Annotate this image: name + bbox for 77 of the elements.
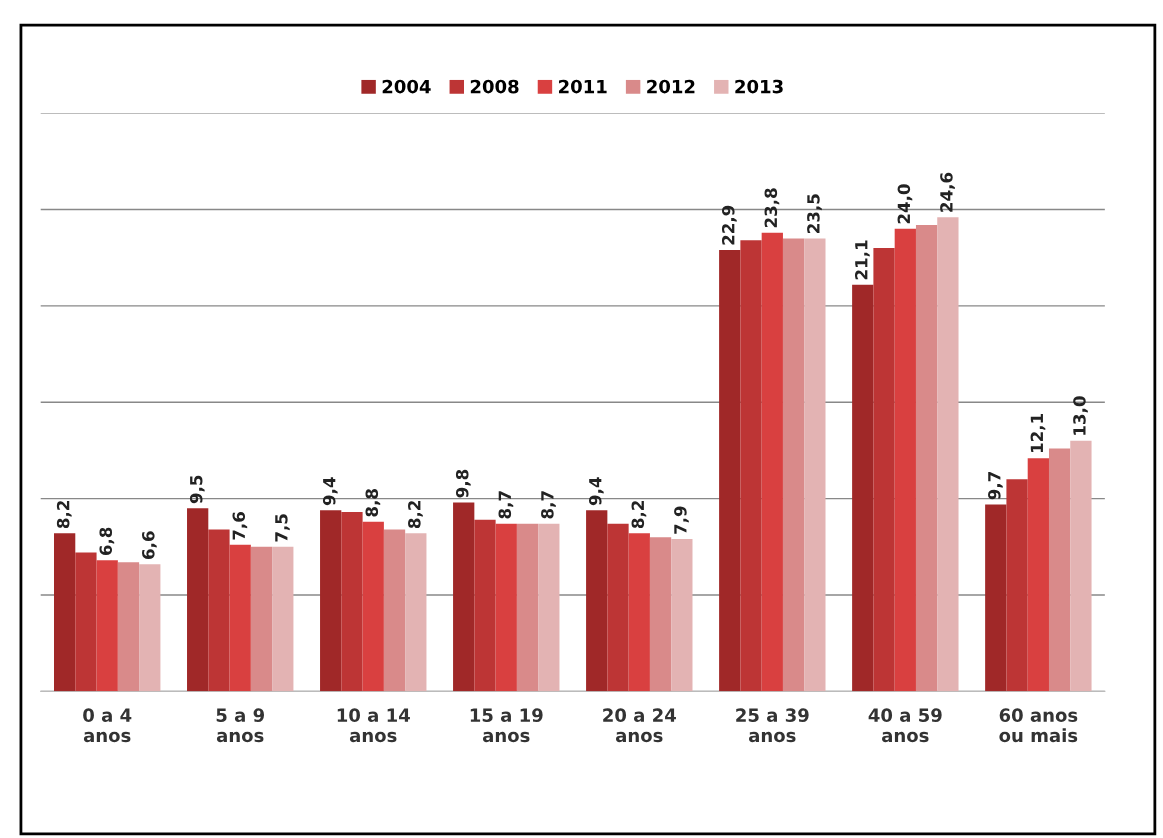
bar [54,533,76,692]
bar [362,521,384,692]
bar [873,248,895,692]
bar [894,228,916,692]
bar [474,519,496,692]
bar [320,510,342,692]
bar [719,249,741,692]
data-label: 8,2 [408,501,423,529]
data-label: 9,4 [588,477,604,506]
x-tick-label: 15 a 19 anos [470,708,543,743]
data-label: 12,1 [1030,413,1046,453]
data-label: 7,5 [275,514,290,542]
bar [187,508,209,692]
x-tick-label: 10 a 14 anos [337,708,410,743]
bar [985,504,1007,692]
data-label: 6,8 [99,527,115,556]
data-label: 6,6 [142,531,157,559]
x-tick-label: 0 a 4 anos [83,708,132,743]
bar [761,232,783,692]
data-label: 8,8 [365,489,381,517]
bar [607,523,629,692]
bar [341,512,363,692]
data-label: 24,6 [940,172,955,212]
bar [139,564,161,692]
data-label: 7,9 [674,506,689,534]
bar [1070,440,1092,692]
bar [250,546,273,692]
bar [937,217,959,692]
x-tick-label: 5 a 9 anos [216,708,265,743]
x-tick-label: 25 a 39 anos [736,708,809,743]
bar [96,560,118,692]
bar [852,284,874,692]
data-label: 22,9 [721,205,737,245]
data-label: 8,7 [498,491,514,519]
data-label: 8,2 [56,501,72,529]
x-tick-label: 20 a 24 anos [603,708,676,743]
data-label: 23,8 [764,188,780,228]
data-label: 9,8 [455,469,471,498]
bar [117,562,140,692]
data-label: 9,7 [988,472,1003,500]
bar [383,529,406,692]
bar [495,523,517,692]
data-label: 8,7 [541,491,556,519]
legend-label: 2012 [647,79,695,94]
bar [1027,458,1049,692]
data-label: 9,5 [189,475,205,504]
data-label: 8,2 [631,501,647,529]
bar [915,224,938,692]
data-label: 9,4 [322,477,338,506]
data-label: 13,0 [1073,396,1088,435]
bar [75,552,97,692]
data-label: 23,5 [807,194,822,233]
bar [516,523,539,692]
bar [272,546,294,692]
bar [804,238,826,692]
data-label: 7,6 [232,512,248,540]
bar [208,529,230,692]
bar [628,533,650,692]
legend-label: 2004 [382,79,431,94]
data-label: 24,0 [897,184,913,224]
bar [782,238,805,692]
legend-label: 2013 [735,79,783,94]
bar [405,533,427,692]
bar [586,510,608,692]
bar [649,537,672,692]
bar [740,240,762,692]
bar [453,502,475,692]
bar [229,544,251,692]
bar [1048,448,1071,692]
data-label: 21,1 [854,240,870,280]
bar [1006,479,1028,692]
x-tick-label: 40 a 59 anos [868,708,942,743]
bar [538,523,560,692]
bar [671,539,693,692]
legend-label: 2008 [470,79,519,94]
legend-label: 2011 [559,79,607,94]
x-tick-label: 60 anos ou mais [999,708,1078,743]
